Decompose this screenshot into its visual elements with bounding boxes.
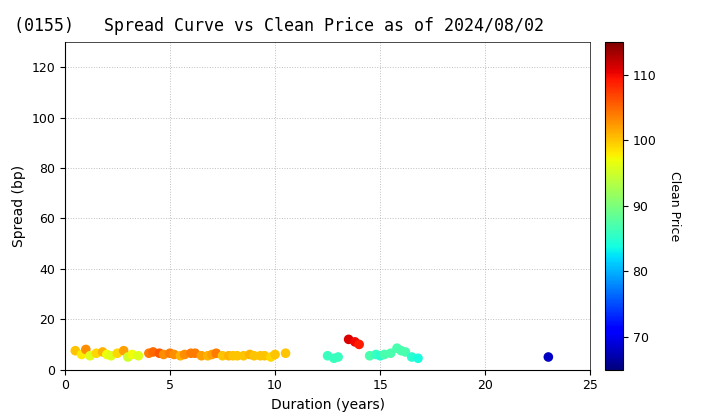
Point: [168, 351, 180, 358]
Point: [269, 351, 281, 358]
Y-axis label: Spread (bp): Spread (bp): [12, 165, 26, 247]
Point: [255, 352, 266, 359]
Point: [244, 351, 256, 358]
Point: [118, 347, 130, 354]
Point: [231, 352, 243, 359]
X-axis label: Duration (years): Duration (years): [271, 398, 384, 412]
Point: [164, 350, 176, 357]
Point: [206, 351, 217, 358]
Point: [105, 352, 117, 359]
Point: [543, 354, 554, 360]
Point: [91, 350, 102, 357]
Point: [189, 350, 201, 357]
Point: [101, 351, 112, 358]
Point: [406, 354, 418, 360]
Point: [175, 352, 186, 359]
Point: [379, 351, 390, 358]
Point: [343, 336, 354, 343]
Point: [202, 352, 214, 359]
Point: [413, 355, 424, 362]
Point: [238, 352, 249, 359]
Point: [122, 354, 134, 360]
Point: [97, 349, 109, 355]
Point: [210, 350, 222, 357]
Point: [126, 351, 138, 358]
Point: [374, 352, 386, 359]
Point: [80, 346, 91, 353]
Point: [258, 352, 270, 359]
Point: [196, 352, 207, 359]
Point: [76, 351, 87, 358]
Point: [349, 339, 361, 345]
Y-axis label: Clean Price: Clean Price: [668, 171, 681, 241]
Point: [328, 355, 340, 362]
Point: [248, 352, 260, 359]
Point: [385, 350, 397, 357]
Point: [84, 352, 96, 359]
Point: [228, 352, 239, 359]
Point: [280, 350, 292, 357]
Text: (0155)   Spread Curve vs Clean Price as of 2024/08/02: (0155) Spread Curve vs Clean Price as of…: [14, 17, 544, 35]
Point: [395, 347, 407, 354]
Point: [132, 352, 144, 359]
Point: [70, 347, 81, 354]
Point: [391, 345, 402, 352]
Point: [333, 354, 344, 360]
Point: [112, 350, 123, 357]
Point: [265, 354, 276, 360]
Point: [354, 341, 365, 348]
Point: [185, 350, 197, 357]
Point: [370, 351, 382, 358]
Point: [148, 349, 159, 355]
Point: [179, 351, 190, 358]
Point: [143, 350, 155, 357]
Point: [217, 352, 228, 359]
Point: [158, 351, 169, 358]
Point: [364, 352, 375, 359]
Point: [322, 352, 333, 359]
Point: [153, 350, 165, 357]
Point: [223, 352, 235, 359]
Point: [400, 349, 411, 355]
